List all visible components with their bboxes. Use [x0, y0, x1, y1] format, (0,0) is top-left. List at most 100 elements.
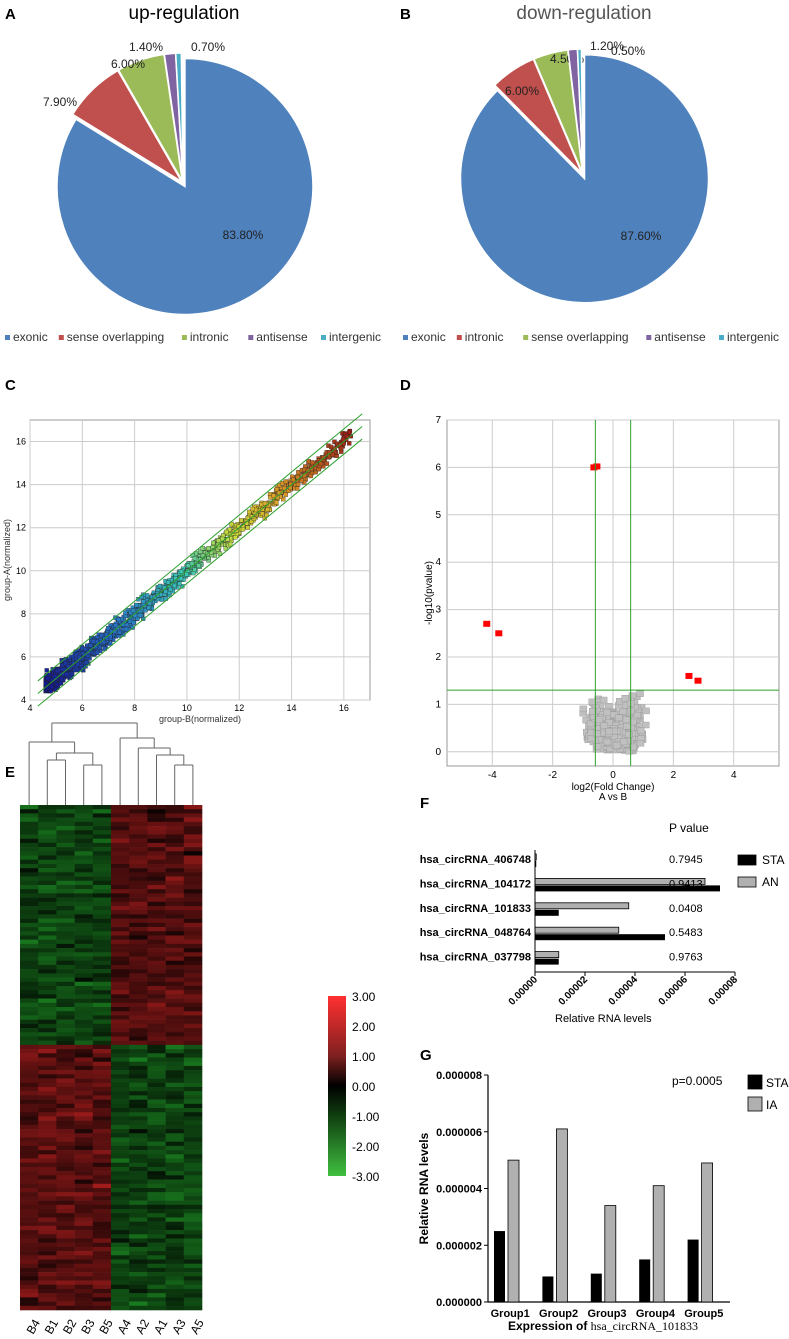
heatmap-cell [92, 863, 112, 869]
heatmap-cell [56, 1183, 75, 1189]
scatter-point [135, 616, 140, 621]
heatmap-cell [165, 1217, 185, 1222]
heatmap-cell [147, 1040, 166, 1046]
heatmap-cell [183, 1225, 203, 1231]
heatmap-cell [38, 1023, 57, 1029]
heatmap-cell [165, 1280, 185, 1286]
heatmap-cell [147, 830, 166, 835]
heatmap-cell [92, 969, 112, 974]
heatmap-cell [74, 1061, 94, 1067]
heatmap-cell [183, 1242, 203, 1248]
heatmap-cell [20, 1162, 39, 1168]
y-tick-label: 0.000002 [436, 1240, 482, 1252]
heatmap-cell [111, 1255, 130, 1260]
volcano-point [629, 743, 637, 751]
heatmap-cell [56, 1158, 75, 1164]
heatmap-cell [92, 1179, 112, 1185]
heatmap-cell [165, 1209, 185, 1214]
heatmap-cell [183, 826, 203, 831]
heatmap-cell [165, 1230, 185, 1235]
scatter-point [123, 610, 128, 615]
heatmap-cell [147, 847, 166, 852]
heatmap-cell [165, 1259, 185, 1265]
heatmap-cell [56, 1032, 75, 1037]
heatmap-cell [74, 1133, 94, 1138]
heatmap-cell [147, 1280, 166, 1286]
heatmap-cell [147, 817, 166, 823]
heatmap-cell [92, 1242, 112, 1248]
heatmap-cell [111, 893, 130, 898]
heatmap-cell [147, 1192, 166, 1197]
heatmap-cell [183, 1192, 203, 1197]
heatmap-cell [20, 1103, 39, 1109]
heatmap-cell [74, 931, 94, 936]
heatmap-cell [74, 964, 94, 970]
pie-label-intergenic: 0.50% [611, 44, 645, 58]
heatmap-cell [56, 1171, 75, 1176]
heatmap-cell [74, 813, 94, 818]
heatmap-cell [92, 1272, 112, 1277]
heatmap-cell [92, 855, 112, 861]
heatmap-cell [92, 960, 112, 966]
heatmap-cell [147, 956, 166, 962]
heatmap-cell [165, 1225, 185, 1231]
heatmap-cell [20, 884, 39, 890]
heatmap-cell [74, 990, 94, 995]
heatmap-cell [20, 910, 39, 915]
volcano-point [599, 696, 608, 704]
heatmap-cell [38, 1200, 57, 1206]
heatmap-cell [56, 1267, 75, 1273]
heatmap-cell [20, 1108, 39, 1113]
heatmap-cell [129, 1175, 148, 1180]
heatmap-cell [92, 813, 112, 818]
scatter-point [127, 619, 133, 624]
heatmap-cell [183, 859, 203, 865]
heatmap-cell [38, 1049, 57, 1054]
heatmap-cell [111, 960, 130, 966]
heatmap-cell [165, 1133, 185, 1138]
heatmap-cell [129, 1225, 148, 1231]
heatmap-cell [74, 1032, 94, 1037]
scatter-point [227, 527, 232, 532]
heatmap-cell [147, 1091, 166, 1096]
heatmap-cell [165, 1162, 185, 1168]
category-label: hsa_circRNA_048764 [420, 927, 532, 939]
scatter-point [295, 482, 301, 487]
x-axis-label-prefix: Expression of [508, 1319, 591, 1333]
heatmap-cell [129, 1057, 148, 1063]
scatter-point [116, 617, 121, 622]
heatmap-cell [129, 1053, 148, 1058]
heatmap-cell [111, 805, 130, 810]
heatmap-cell [56, 994, 75, 999]
scatter-point [249, 519, 254, 524]
heatmap-cell [56, 876, 75, 882]
heatmap-cell [20, 918, 39, 924]
heatmap-cell [111, 973, 130, 978]
heatmap-cell [129, 1251, 148, 1256]
heatmap-cell [147, 872, 166, 877]
heatmap-cell [74, 889, 94, 894]
heatmap-cell [111, 884, 130, 890]
heatmap-cell [147, 1124, 166, 1130]
heatmap-cell [38, 1053, 57, 1058]
heatmap-cell [56, 1120, 75, 1126]
heatmap-cell [74, 1267, 94, 1273]
bar-chart-groups: 0.000000 0.000002 0.000004 0.000006 0.000008… [417, 1070, 788, 1333]
heatmap-cell [92, 1086, 112, 1092]
heatmap-cell [111, 1078, 130, 1084]
heatmap-cell [111, 1015, 130, 1020]
heatmap-cell [129, 863, 148, 869]
heatmap-cell [165, 918, 185, 924]
bar-ia [701, 1162, 713, 1303]
y-tick-label: 6 [21, 652, 26, 662]
heatmap-cell [147, 855, 166, 861]
heatmap-cell [165, 1065, 185, 1071]
heatmap-cell [20, 931, 39, 936]
heatmap-cell [38, 994, 57, 999]
heatmap-cell [56, 880, 75, 886]
x-axis-label: log2(Fold Change) [572, 782, 655, 793]
scatter-point [159, 597, 165, 602]
heatmap-cell [165, 1091, 185, 1096]
bar-sta [535, 909, 559, 916]
heatmap-cell [38, 1196, 57, 1201]
